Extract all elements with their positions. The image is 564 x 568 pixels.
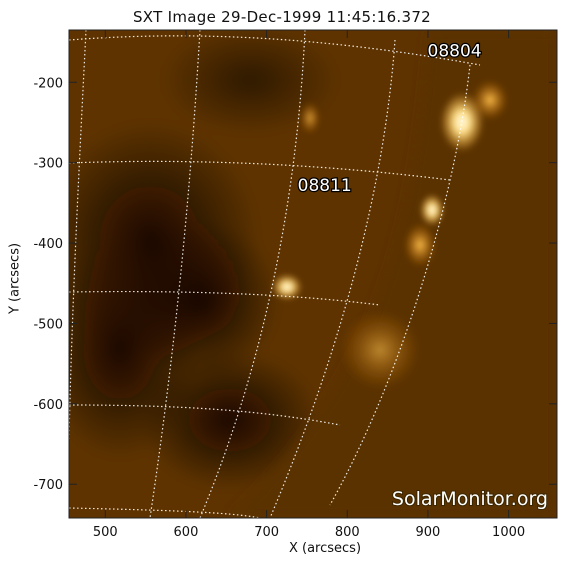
longitude-line [69,30,87,441]
heliographic-grid [69,30,481,518]
x-tick-label: 700 [254,525,279,540]
y-axis-ticks: -200 -300 -400 -500 -600 -700 [33,76,557,493]
y-axis-label: Y (arcsecs) [7,242,23,315]
solar-limb [230,30,557,518]
plot-frame [68,29,558,519]
plot-title: SXT Image 29-Dec-1999 11:45:16.372 [132,8,432,26]
watermark: SolarMonitor.org [392,488,548,510]
region-label-08811: 08811 [298,176,352,196]
x-tick-label: 800 [335,525,360,540]
longitude-line [329,64,471,506]
x-axis-label: X (arcsecs) [288,541,362,556]
y-tick-label: -500 [33,317,63,332]
latitude-line [69,160,451,181]
y-tick-label: -300 [33,157,63,172]
x-axis-ticks: 500 600 700 800 900 1000 [93,30,525,540]
y-tick-label: -400 [33,237,63,252]
solar-image [69,30,557,518]
y-tick-label: -700 [33,478,63,493]
y-tick-label: -600 [33,398,63,413]
x-tick-label: 900 [416,525,441,540]
coronal-hole [69,30,340,490]
x-tick-label: 600 [174,525,199,540]
y-tick-label: -200 [33,76,63,91]
region-labels: 08804 08811 [296,40,482,197]
latitude-line [69,35,481,66]
active-regions [272,80,508,390]
longitude-line [269,39,396,518]
latitude-line [69,404,341,426]
region-label-08804: 08804 [428,42,482,62]
latitude-line [69,290,381,306]
x-tick-label: 1000 [492,525,525,540]
longitude-line [149,30,201,518]
x-tick-label: 500 [93,525,118,540]
